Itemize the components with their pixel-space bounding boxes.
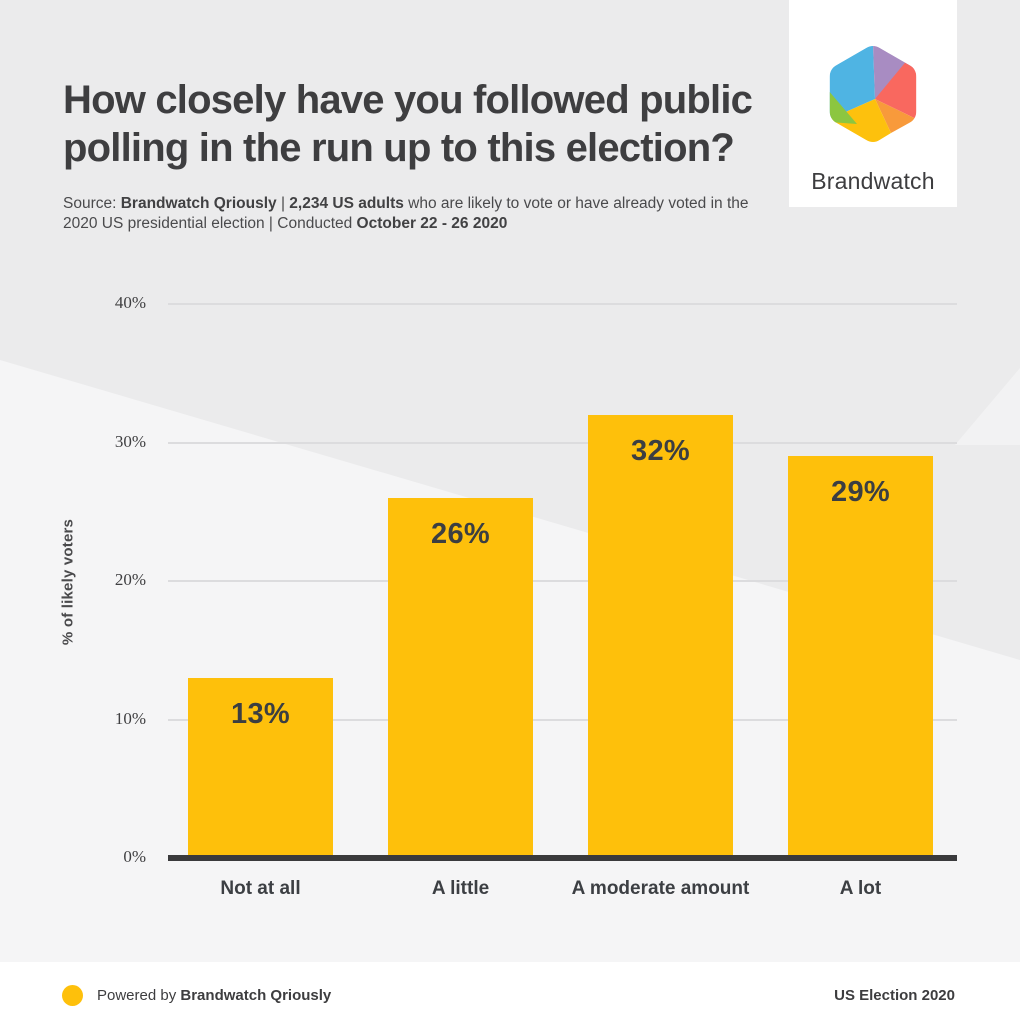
brandwatch-logo-card: Brandwatch	[789, 0, 957, 207]
logo-facet-orange	[875, 99, 917, 133]
category-label: A moderate amount	[571, 878, 750, 899]
y-tick-label: 30%	[114, 431, 146, 451]
y-tick-label: 40%	[114, 293, 146, 312]
footer-dot-icon	[62, 985, 83, 1006]
category-label: Not at all	[220, 878, 301, 899]
logo-facet-purple	[873, 46, 917, 99]
powered-by-label: Powered by Brandwatch Qriously	[97, 987, 332, 1004]
page-title-line2: polling in the run up to this election?	[63, 126, 735, 170]
bar-value-label: 29%	[831, 476, 890, 509]
bar-value-label: 26%	[431, 517, 490, 550]
category-label: A little	[431, 878, 490, 899]
source-line1: Source: Brandwatch Qriously | 2,234 US a…	[63, 195, 749, 212]
footer-bar: Powered by Brandwatch Qriously US Electi…	[0, 962, 1020, 1029]
bar-a-moderate-amount	[588, 414, 733, 858]
y-tick-label: 10%	[114, 708, 146, 728]
bar-a-lot	[788, 456, 933, 858]
campaign-label: US Election 2020	[834, 987, 955, 1004]
brandwatch-hexagon-icon	[829, 46, 917, 142]
y-tick-label: 0%	[123, 847, 146, 866]
bar-a-little	[388, 497, 533, 858]
gridline	[168, 718, 957, 721]
gridline	[168, 441, 957, 444]
logo-facet-blue	[829, 46, 875, 119]
logo-facet-red	[875, 62, 917, 119]
brandwatch-wordmark: Brandwatch	[811, 168, 935, 194]
page-title-line1: How closely have you followed public	[63, 78, 753, 122]
y-tick-label: 20%	[114, 570, 146, 589]
source-note: Source: Brandwatch Qriously | 2,234 US a…	[63, 194, 749, 234]
gridline	[168, 303, 957, 305]
logo-facet-yellow	[829, 99, 891, 142]
x-axis-line	[168, 855, 957, 861]
gridline	[168, 580, 957, 582]
bar-value-label: 13%	[231, 697, 290, 730]
source-line2: 2020 US presidential election | Conducte…	[63, 215, 508, 232]
bar-not-at-all	[188, 677, 333, 858]
page-title: How closely have you followed public pol…	[63, 76, 753, 172]
bar-value-label: 32%	[631, 434, 690, 467]
logo-facet-green	[829, 92, 857, 124]
category-label: A lot	[839, 878, 882, 899]
